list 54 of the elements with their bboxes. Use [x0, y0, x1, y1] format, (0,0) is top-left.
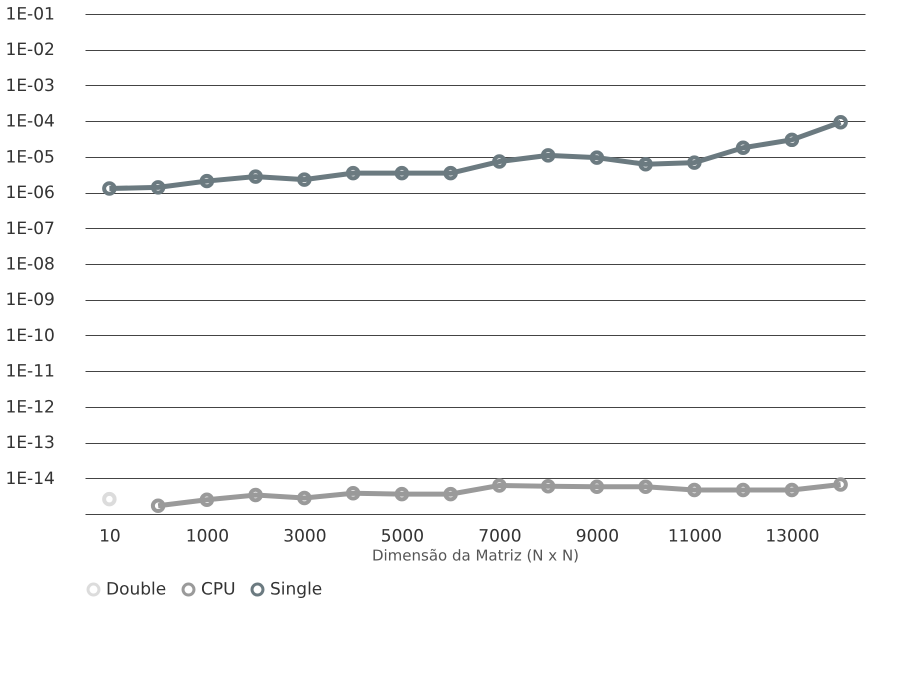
point [736, 140, 750, 155]
point [297, 490, 312, 506]
x-tick-label: 9000 [576, 526, 620, 546]
point [784, 482, 800, 498]
x-tick-label: 7000 [478, 526, 522, 546]
point [687, 155, 702, 170]
point [784, 132, 800, 148]
point [492, 154, 507, 169]
x-tick-label: 1000 [186, 526, 230, 546]
point [248, 488, 263, 502]
y-tick-label: 1E-12 [6, 397, 55, 418]
point [150, 180, 166, 195]
point [540, 148, 556, 163]
y-tick-label: 1E-09 [6, 290, 55, 310]
x-tick-label: 5000 [380, 526, 424, 546]
point [346, 486, 360, 501]
x-axis-title: Dimensão da Matriz (N x N) [372, 546, 580, 564]
point [638, 157, 653, 172]
point [200, 492, 214, 508]
point [394, 166, 410, 180]
point [248, 169, 263, 184]
y-tick-label: 1E-06 [6, 183, 55, 204]
y-tick-label: 1E-05 [6, 147, 55, 168]
point [443, 486, 458, 502]
point [394, 486, 410, 502]
x-tick-label: 10 [99, 526, 121, 546]
y-tick-label: 1E-01 [6, 4, 55, 24]
point [590, 480, 604, 494]
y-tick-label: 1E-02 [6, 40, 55, 60]
x-tick-label: 3000 [283, 526, 327, 546]
point [540, 478, 556, 494]
point [492, 478, 507, 493]
point [297, 172, 312, 187]
y-tick-label: 1E-03 [6, 76, 55, 96]
y-tick-label: 1E-10 [6, 326, 55, 346]
point [638, 480, 653, 494]
point [346, 166, 360, 180]
y-tick-label: 1E-14 [6, 468, 55, 489]
y-tick-label: 1E-04 [6, 112, 55, 132]
y-tick-label: 1E-08 [6, 254, 55, 274]
point [736, 482, 750, 498]
point [687, 482, 702, 498]
legend-label: Double [106, 580, 166, 600]
y-tick-label: 1E-07 [6, 218, 55, 239]
y-tick-label: 1E-13 [6, 433, 55, 454]
legend-label: CPU [201, 580, 236, 600]
point [590, 150, 604, 165]
x-tick-label: 11000 [668, 526, 722, 546]
point [102, 492, 117, 506]
legend-label: Single [270, 580, 322, 600]
point [443, 166, 458, 180]
y-tick-label: 1E-11 [6, 362, 55, 382]
x-tick-label: 13000 [765, 526, 820, 546]
point [200, 174, 214, 188]
